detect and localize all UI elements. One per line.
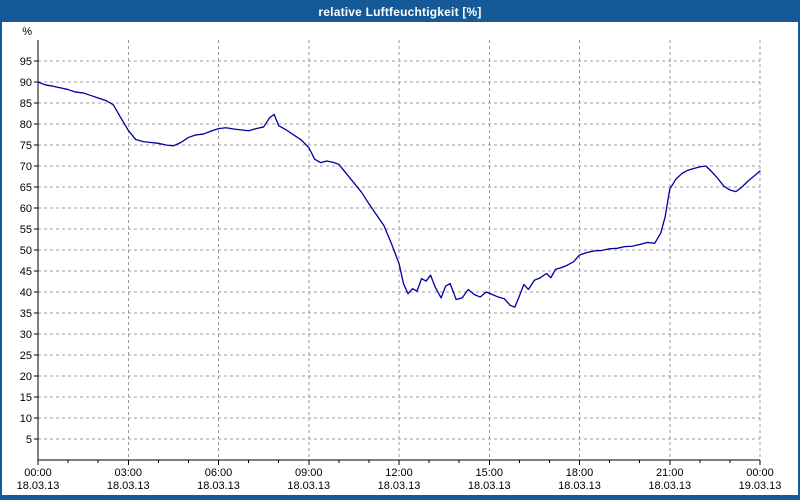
y-axis-tick-label: 25: [20, 350, 32, 362]
y-axis-tick-label: 35: [20, 308, 32, 320]
x-axis-date-label: 18.03.13: [378, 480, 421, 490]
y-axis-tick-label: 80: [20, 119, 32, 131]
y-axis-tick-label: 20: [20, 371, 32, 383]
bottom-border-bar: [2, 495, 798, 498]
y-axis-tick-label: 40: [20, 287, 32, 299]
y-axis-tick-label: 65: [20, 182, 32, 194]
y-axis-tick-label: 15: [20, 392, 32, 404]
x-axis-time-label: 15:00: [475, 467, 503, 479]
y-axis-tick-label: 75: [20, 140, 32, 152]
x-axis-date-label: 19.03.13: [739, 480, 782, 490]
y-axis-unit-label: %: [22, 26, 32, 38]
chart-title: relative Luftfeuchtigkeit [%]: [318, 5, 482, 19]
y-axis-tick-label: 55: [20, 224, 32, 236]
x-axis-date-label: 18.03.13: [197, 480, 240, 490]
x-axis-time-label: 21:00: [656, 467, 684, 479]
x-axis-date-label: 18.03.13: [558, 480, 601, 490]
title-bar: relative Luftfeuchtigkeit [%]: [2, 2, 798, 22]
x-axis-time-label: 03:00: [114, 467, 142, 479]
x-axis-time-label: 09:00: [295, 467, 323, 479]
y-axis-tick-label: 70: [20, 161, 32, 173]
y-axis-tick-label: 95: [20, 56, 32, 68]
humidity-line: [37, 81, 761, 308]
y-axis-tick-label: 5: [26, 434, 32, 446]
y-axis-tick-label: 90: [20, 77, 32, 89]
y-axis-tick-label: 60: [20, 203, 32, 215]
x-axis-time-label: 06:00: [205, 467, 233, 479]
x-axis-date-label: 18.03.13: [648, 480, 691, 490]
y-axis-tick-label: 85: [20, 98, 32, 110]
humidity-chart: 5 10 15 20 25 30 35 40 45 50 55 60 65 70 75 80 85 90 95% 00…: [17, 26, 782, 492]
x-axis-date-label: 18.03.13: [107, 480, 150, 490]
y-axis-tick-label: 10: [20, 413, 32, 425]
x-axis-time-label: 00:00: [746, 467, 774, 479]
x-axis-date-label: 18.03.13: [17, 480, 60, 490]
chart-area: 5 10 15 20 25 30 35 40 45 50 55 60 65 70 75 80 85 90 95% 00…: [2, 22, 798, 495]
x-axis-time-label: 00:00: [24, 467, 52, 479]
y-axis-tick-label: 50: [20, 245, 32, 257]
x-axis-time-label: 18:00: [566, 467, 594, 479]
x-axis-date-label: 18.03.13: [468, 480, 511, 490]
y-axis-tick-label: 30: [20, 329, 32, 341]
y-axis-tick-label: 45: [20, 266, 32, 278]
x-axis-date-label: 18.03.13: [287, 480, 330, 490]
x-axis-time-label: 12:00: [385, 467, 413, 479]
